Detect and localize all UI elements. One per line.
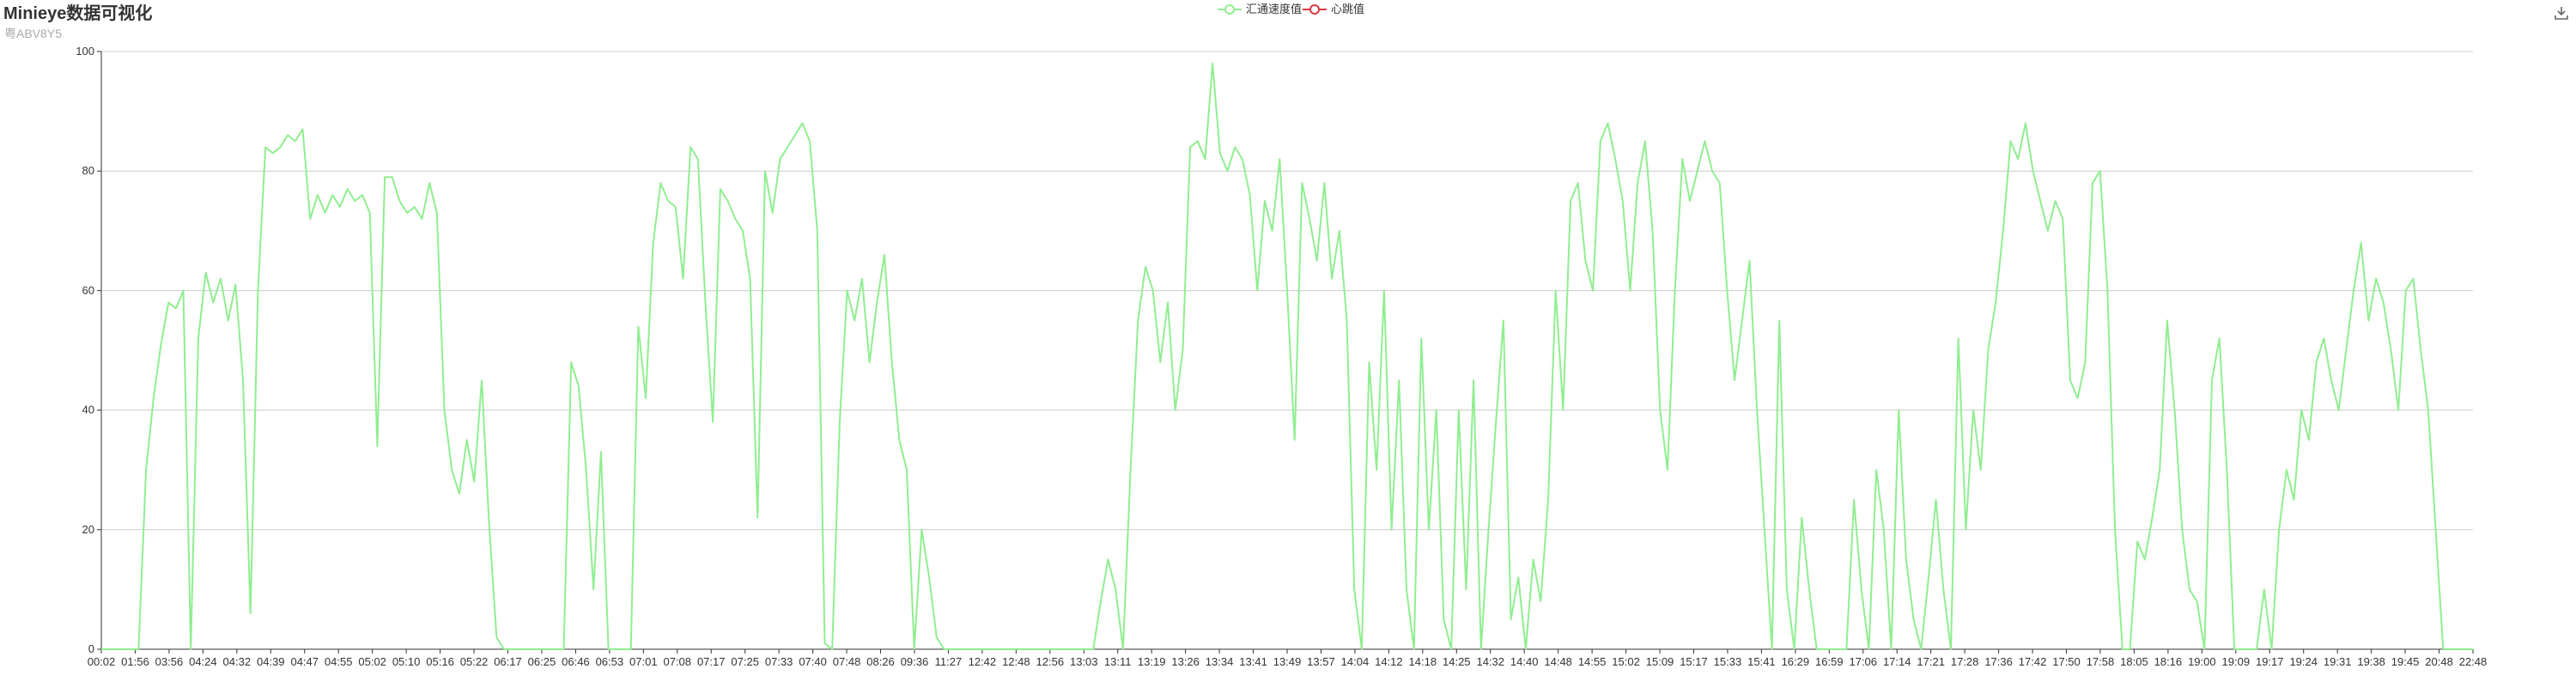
x-tick-label: 20:48	[2425, 655, 2453, 668]
x-tick-label: 16:29	[1782, 655, 1810, 668]
x-axis: 00:02 01:56 03:56 04:24 04:32 04:39 04:47 04:55…	[88, 648, 2488, 668]
x-tick-label: 14:18	[1409, 655, 1437, 668]
x-tick-label: 19:38	[2357, 655, 2385, 668]
legend-label-heart: 心跳值	[1331, 3, 1364, 15]
x-tick-label: 15:17	[1680, 655, 1708, 668]
x-tick-label: 22:48	[2459, 655, 2488, 668]
x-tick-label: 04:24	[189, 655, 217, 668]
x-tick-label: 13:03	[1070, 655, 1098, 668]
y-tick-label: 100	[76, 45, 94, 58]
x-tick-label: 14:25	[1443, 655, 1471, 668]
legend-item-heart[interactable]: 心跳值	[1303, 3, 1364, 15]
legend-label-speed: 汇通速度值	[1246, 3, 1302, 15]
x-tick-label: 06:46	[562, 655, 590, 668]
x-tick-label: 12:42	[969, 655, 997, 668]
x-tick-label: 13:19	[1138, 655, 1166, 668]
x-tick-label: 07:40	[799, 655, 827, 668]
x-tick-label: 06:25	[528, 655, 556, 668]
x-tick-label: 05:16	[426, 655, 454, 668]
y-tick-label: 80	[82, 164, 94, 177]
x-tick-label: 00:02	[88, 655, 116, 668]
x-tick-label: 17:28	[1951, 655, 1979, 668]
x-tick-label: 13:34	[1206, 655, 1234, 668]
x-tick-label: 14:04	[1341, 655, 1370, 668]
x-tick-label: 14:55	[1578, 655, 1607, 668]
x-tick-label: 07:08	[663, 655, 691, 668]
x-tick-label: 05:10	[392, 655, 421, 668]
x-tick-label: 15:41	[1747, 655, 1776, 668]
x-tick-label: 07:25	[731, 655, 759, 668]
x-tick-label: 03:56	[155, 655, 184, 668]
x-tick-label: 17:06	[1849, 655, 1877, 668]
x-tick-label: 19:31	[2324, 655, 2352, 668]
y-tick-label: 40	[82, 404, 94, 416]
legend[interactable]: 汇通速度值 心跳值	[1218, 3, 1364, 15]
x-tick-label: 07:48	[833, 655, 861, 668]
x-tick-label: 08:26	[866, 655, 895, 668]
x-tick-label: 14:32	[1476, 655, 1504, 668]
x-tick-label: 14:48	[1544, 655, 1572, 668]
download-icon[interactable]	[2554, 5, 2569, 21]
x-tick-label: 12:48	[1002, 655, 1030, 668]
x-tick-label: 15:09	[1646, 655, 1674, 668]
x-tick-label: 17:21	[1917, 655, 1945, 668]
x-tick-label: 13:49	[1273, 655, 1302, 668]
legend-marker-heart	[1309, 4, 1320, 15]
x-tick-label: 07:17	[697, 655, 726, 668]
x-tick-label: 11:27	[935, 655, 963, 668]
chart-subtitle: 粤ABV8Y5	[4, 27, 62, 40]
x-tick-label: 13:57	[1307, 655, 1335, 668]
y-tick-label: 60	[82, 283, 94, 296]
x-tick-label: 04:47	[290, 655, 319, 668]
x-tick-label: 04:39	[257, 655, 285, 668]
x-tick-label: 19:45	[2391, 655, 2420, 668]
x-tick-label: 14:40	[1510, 655, 1539, 668]
x-tick-label: 06:17	[494, 655, 522, 668]
x-tick-label: 17:42	[2019, 655, 2047, 668]
x-tick-label: 01:56	[121, 655, 149, 668]
x-tick-label: 17:14	[1883, 655, 1911, 668]
y-tick-label: 0	[88, 642, 94, 655]
x-tick-label: 19:24	[2289, 655, 2318, 668]
x-tick-label: 18:05	[2120, 655, 2148, 668]
x-tick-label: 13:11	[1104, 655, 1132, 668]
x-tick-label: 07:01	[629, 655, 658, 668]
x-tick-label: 09:36	[901, 655, 929, 668]
x-tick-label: 14:12	[1375, 655, 1403, 668]
x-tick-label: 05:02	[358, 655, 386, 668]
x-tick-label: 04:55	[325, 655, 353, 668]
x-tick-label: 19:00	[2188, 655, 2216, 668]
x-tick-label: 07:33	[765, 655, 793, 668]
x-tick-label: 19:09	[2222, 655, 2251, 668]
y-tick-label: 20	[82, 523, 94, 536]
y-axis: 0 20 40 60 80 100	[76, 45, 102, 655]
x-tick-label: 13:41	[1239, 655, 1267, 668]
x-tick-label: 15:33	[1714, 655, 1742, 668]
x-tick-label: 13:26	[1171, 655, 1200, 668]
x-tick-label: 04:32	[223, 655, 252, 668]
x-tick-label: 17:36	[1984, 655, 2013, 668]
x-tick-label: 17:50	[2052, 655, 2081, 668]
chart-title: Minieye数据可视化	[3, 4, 153, 23]
x-tick-label: 17:58	[2087, 655, 2115, 668]
series-line	[101, 62, 2473, 650]
legend-marker-speed	[1224, 4, 1235, 15]
x-tick-label: 18:16	[2154, 655, 2183, 668]
x-tick-label: 16:59	[1815, 655, 1844, 668]
legend-item-speed[interactable]: 汇通速度值	[1218, 3, 1302, 15]
x-tick-label: 19:17	[2256, 655, 2284, 668]
series-layer	[101, 62, 2473, 650]
x-tick-label: 15:02	[1612, 655, 1640, 668]
x-tick-label: 12:56	[1036, 655, 1065, 668]
x-tick-label: 05:22	[460, 655, 489, 668]
x-tick-label: 06:53	[596, 655, 624, 668]
